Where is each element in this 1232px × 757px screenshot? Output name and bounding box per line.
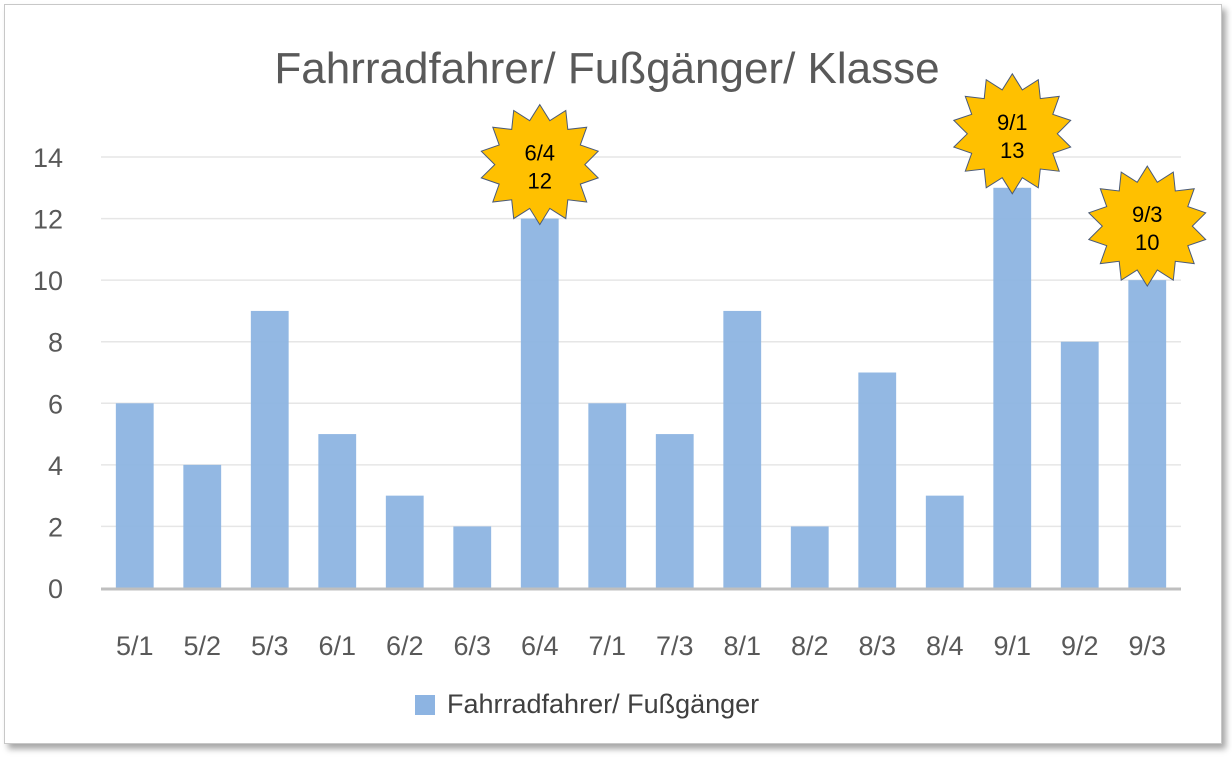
bar: [183, 464, 222, 588]
x-tick-label: 9/1: [993, 631, 1031, 661]
bar: [453, 526, 492, 588]
annotation-starburst: 6/412: [480, 103, 600, 226]
bars: [115, 187, 1167, 589]
bar: [790, 526, 829, 588]
x-tick-label: 8/2: [791, 631, 829, 661]
bar: [993, 187, 1032, 589]
annotation-value: 10: [1135, 230, 1159, 255]
annotation-category: 6/4: [524, 141, 555, 166]
legend-swatch: [415, 695, 435, 715]
chart-frame: Fahrradfahrer/ Fußgänger/ Klasse 0 2 4 6 8 10…: [4, 4, 1222, 744]
annotation-value: 12: [528, 169, 552, 194]
annotation-category: 9/1: [997, 110, 1028, 135]
starburst-shape: [952, 72, 1072, 195]
y-tick-label: 14: [33, 143, 63, 173]
bar-chart: Fahrradfahrer/ Fußgänger/ Klasse 0 2 4 6 8 10…: [33, 44, 1207, 719]
bar: [1060, 341, 1099, 588]
x-tick-label: 9/3: [1128, 631, 1166, 661]
x-tick-label: 6/4: [521, 631, 559, 661]
y-tick-label: 10: [33, 266, 63, 296]
bar: [925, 495, 964, 588]
annotation-starburst: 9/310: [1087, 165, 1207, 288]
chart-title: Fahrradfahrer/ Fußgänger/ Klasse: [274, 44, 939, 93]
bar: [318, 434, 357, 588]
bar: [655, 434, 694, 588]
annotation-value: 13: [1000, 138, 1024, 163]
legend-label: Fahrradfahrer/ Fußgänger: [447, 689, 759, 719]
bar: [520, 218, 559, 589]
x-tick-label: 5/3: [251, 631, 289, 661]
legend: Fahrradfahrer/ Fußgänger: [415, 689, 759, 719]
x-tick-label: 7/3: [656, 631, 694, 661]
x-tick-label: 8/4: [926, 631, 964, 661]
y-tick-label: 0: [48, 574, 63, 604]
x-tick-label: 9/2: [1061, 631, 1099, 661]
y-tick-label: 12: [33, 205, 63, 235]
x-tick-label: 8/3: [858, 631, 896, 661]
y-tick-label: 2: [48, 512, 63, 542]
x-tick-label: 5/1: [116, 631, 154, 661]
y-tick-label: 4: [48, 451, 63, 481]
bar: [858, 372, 897, 588]
bar: [250, 310, 289, 588]
y-tick-label: 6: [48, 389, 63, 419]
x-tick-label: 6/1: [318, 631, 356, 661]
bar: [115, 403, 154, 588]
bar: [1128, 280, 1167, 588]
annotation-category: 9/3: [1132, 202, 1163, 227]
x-axis-ticks: 5/1 5/2 5/3 6/1 6/2 6/3 6/4 7/1 7/3 8/1 8/2 8/3 8/4 9…: [116, 631, 1166, 661]
bar: [385, 495, 424, 588]
y-axis-ticks: 0 2 4 6 8 10 12 14: [33, 143, 63, 604]
starburst-shape: [1087, 165, 1207, 288]
bar: [723, 310, 762, 588]
y-tick-label: 8: [48, 328, 63, 358]
x-tick-label: 6/2: [386, 631, 424, 661]
starburst-shape: [480, 103, 600, 226]
x-tick-label: 6/3: [453, 631, 491, 661]
x-tick-label: 8/1: [723, 631, 761, 661]
annotation-starburst: 9/113: [952, 72, 1072, 195]
x-tick-label: 7/1: [588, 631, 626, 661]
x-tick-label: 5/2: [183, 631, 221, 661]
bar: [588, 403, 627, 588]
